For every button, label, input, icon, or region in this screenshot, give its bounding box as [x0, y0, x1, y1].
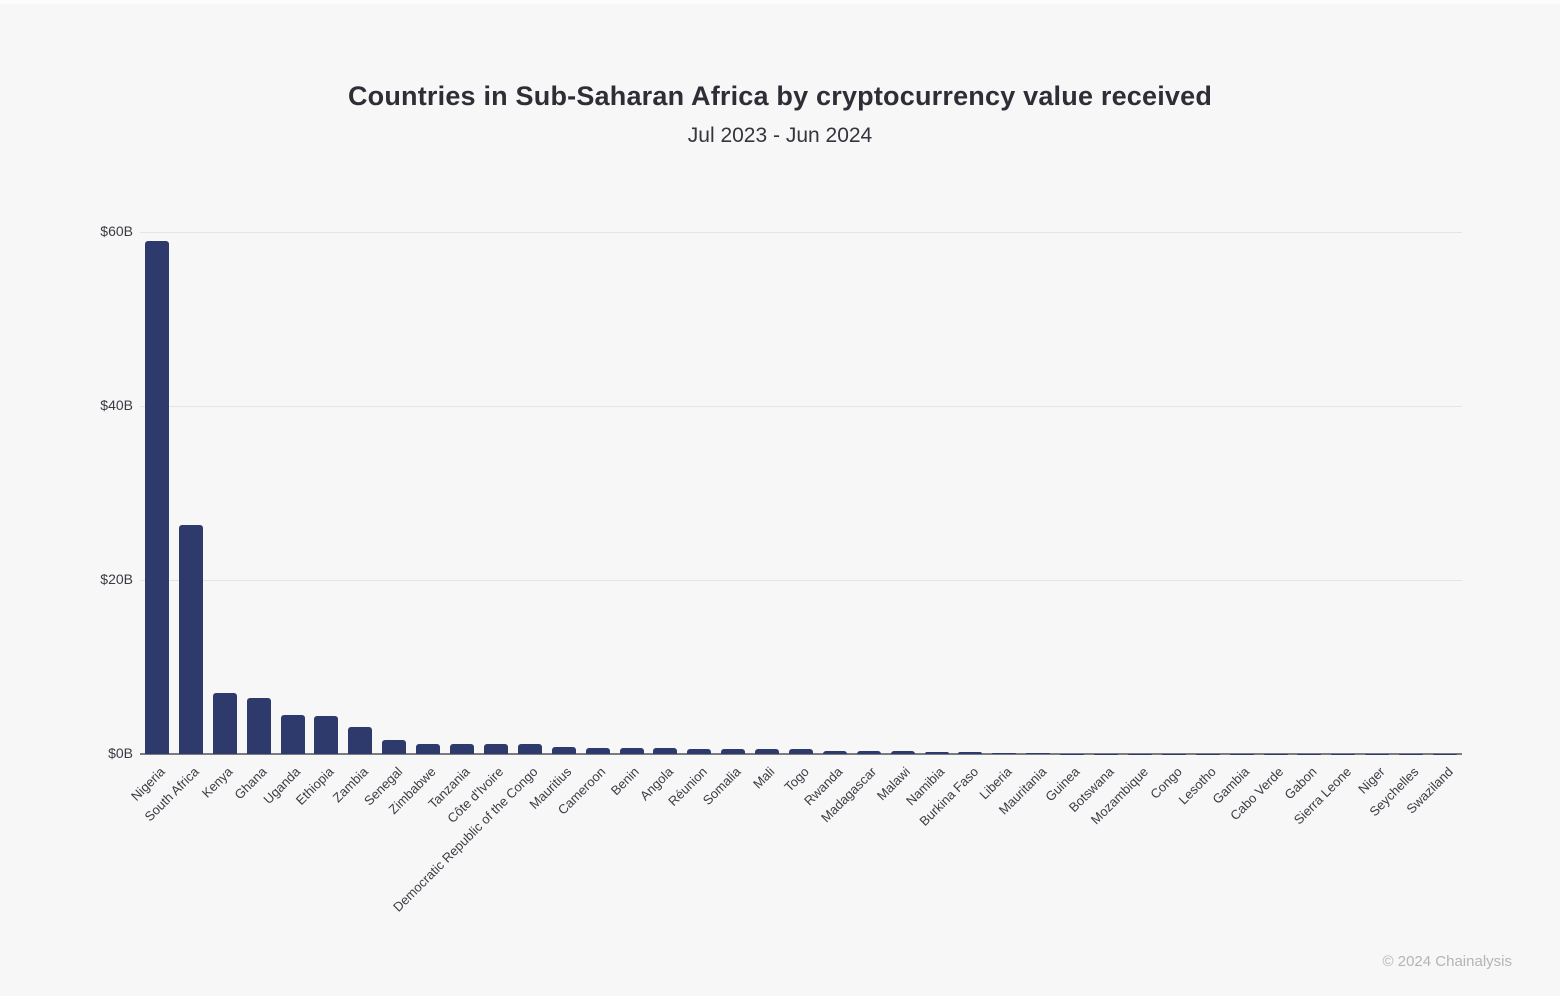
- y-axis-tick-label: $60B: [100, 223, 133, 239]
- bar: [992, 753, 1017, 754]
- bar: [551, 747, 576, 754]
- bar: [721, 749, 746, 754]
- chart-subtitle: Jul 2023 - Jun 2024: [687, 124, 873, 147]
- bar: [856, 751, 881, 754]
- chart-title: Countries in Sub-Saharan Africa by crypt…: [347, 81, 1213, 111]
- bar: [348, 727, 373, 754]
- bar: [314, 715, 339, 754]
- copyright-notice: © 2024 Chainalysis: [1382, 953, 1512, 970]
- x-axis-line: [140, 753, 1462, 755]
- bar: [585, 747, 610, 754]
- bar: [178, 525, 203, 754]
- gridline: [140, 579, 1462, 581]
- y-axis-tick-label: $20B: [100, 571, 133, 587]
- bar: [789, 749, 813, 754]
- bar: [958, 751, 983, 754]
- gridline: [140, 231, 1462, 233]
- gridline: [140, 405, 1462, 407]
- x-axis-label: Kenya: [198, 764, 236, 801]
- y-axis-tick-label: $40B: [100, 397, 133, 413]
- bar: [890, 751, 915, 754]
- bar: [450, 743, 475, 754]
- bar: [212, 693, 237, 754]
- bar: [280, 714, 305, 754]
- bar: [517, 743, 542, 754]
- bar: [382, 739, 407, 754]
- bar: [924, 751, 949, 754]
- bar: [483, 744, 508, 754]
- bar: [619, 748, 644, 754]
- bar: [687, 749, 712, 754]
- y-axis-tick-label: $0B: [108, 745, 133, 761]
- bar: [144, 240, 169, 754]
- top-strip: [0, 0, 1560, 4]
- bar: [822, 751, 847, 754]
- bar: [653, 748, 678, 754]
- x-axis-label: Mali: [750, 764, 778, 792]
- bar: [416, 744, 441, 754]
- bar: [755, 748, 780, 754]
- bar: [246, 698, 271, 754]
- bar: [1026, 753, 1051, 754]
